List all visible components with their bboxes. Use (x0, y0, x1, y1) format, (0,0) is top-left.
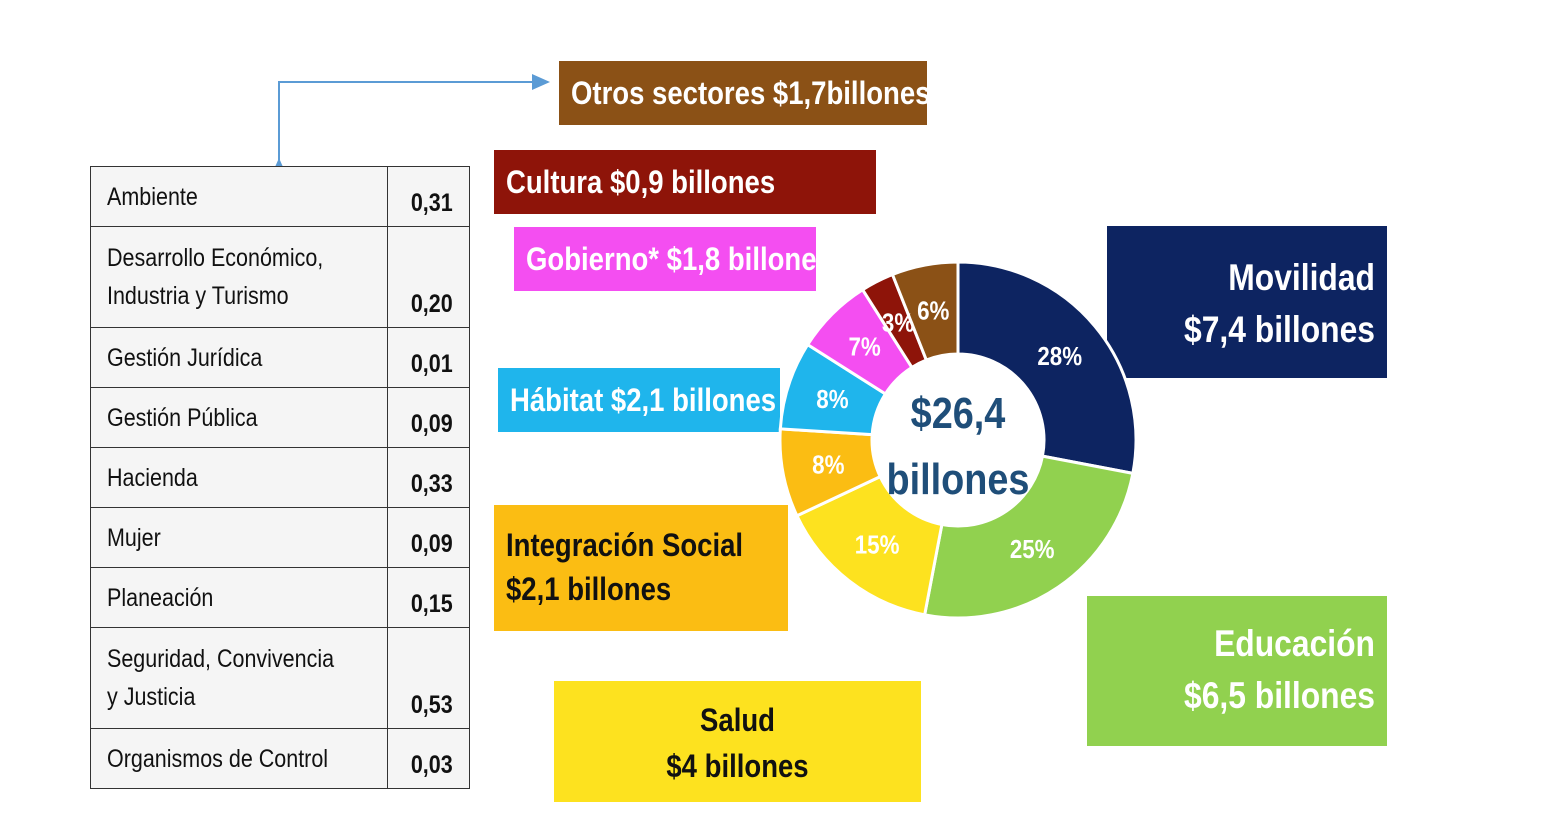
label-movilidad-amount: $7,4 billones (1183, 309, 1375, 350)
table-row: Gestión Jurídica 0,01 (89, 327, 470, 388)
donut-slice-otros-sectores (890, 260, 960, 362)
sector-value: 0,09 (410, 530, 453, 558)
sector-value: 0,31 (410, 189, 453, 217)
donut-slices (778, 260, 1138, 620)
sector-name: Hacienda (107, 463, 198, 492)
sector-name: Planeación (107, 583, 214, 612)
sector-value: 0,20 (410, 290, 453, 318)
percent-label: 7% (849, 333, 881, 362)
percent-label: 25% (1010, 536, 1055, 565)
label-gobierno: Gobierno* $1,8 billones (514, 227, 832, 291)
table-row: Ambiente 0,31 (89, 166, 470, 227)
sector-name: Ambiente (107, 182, 198, 211)
donut-percent-labels: 28%25%15%8%8%7%3% 6% (812, 297, 1082, 565)
label-integracion-name: Integración Social (506, 527, 744, 563)
label-habitat-text: Hábitat $2,1 billones (510, 381, 777, 418)
center-total-amount: $26,4 (911, 388, 1006, 437)
label-educacion-amount: $6,5 billones (1183, 675, 1375, 716)
sector-name-line-2: y Justicia (107, 683, 196, 711)
sector-value: 0,03 (410, 751, 453, 779)
percent-label: 3% (882, 309, 914, 338)
donut-slice-educación (922, 454, 1135, 620)
percent-label: 8% (812, 451, 844, 480)
sector-name-line-1: Desarrollo Económico, (107, 244, 324, 272)
sector-value: 0,01 (410, 350, 453, 378)
label-habitat: Hábitat $2,1 billones (498, 368, 780, 432)
sector-value: 0,09 (410, 410, 453, 438)
label-educacion-name: Educación (1214, 623, 1375, 664)
sector-value: 0,53 (410, 691, 453, 719)
table-row: Organismos de Control 0,03 (89, 728, 470, 789)
label-integracion-social: Integración Social $2,1 billones (494, 505, 788, 631)
sector-name: Gestión Jurídica (107, 343, 263, 372)
label-educacion: Educación $6,5 billones (1087, 596, 1387, 746)
label-movilidad-name: Movilidad (1228, 257, 1375, 298)
center-total-unit: billones (887, 454, 1030, 503)
sector-name: Mujer (107, 523, 161, 552)
sector-name: Gestión Pública (107, 403, 258, 432)
sector-name-line-2: Industria y Turismo (107, 282, 289, 310)
sector-name: Organismos de Control (107, 744, 329, 773)
sector-value: 0,33 (410, 470, 453, 498)
label-gobierno-text: Gobierno* $1,8 billones (526, 240, 832, 277)
label-otros-text: Otros sectores $1,7billones (571, 74, 931, 111)
label-otros-sectores: Otros sectores $1,7billones (559, 61, 931, 125)
label-salud-amount: $4 billones (666, 748, 809, 784)
donut-slice-movilidad (956, 260, 1138, 476)
label-integracion-amount: $2,1 billones (506, 571, 672, 607)
table-row: Desarrollo Económico, Industria y Turism… (89, 226, 470, 328)
table-row: Planeación 0,15 (89, 567, 470, 628)
label-salud-name: Salud (700, 702, 775, 738)
percent-label: 8% (816, 386, 848, 415)
budget-donut-chart: 28%25%15%8%8%7%3% 6% $26,4 billones (778, 260, 1138, 620)
sector-value: 0,15 (410, 590, 453, 618)
percent-label: 15% (855, 531, 900, 560)
label-cultura: Cultura $0,9 billones (494, 150, 876, 214)
percent-label: 28% (1037, 342, 1082, 371)
other-sectors-table: Ambiente 0,31 Desarrollo Económico, Indu… (89, 166, 470, 789)
table-row: Gestión Pública 0,09 (89, 387, 470, 448)
sector-name-line-1: Seguridad, Convivencia (107, 645, 335, 673)
percent-label: 6% (917, 297, 949, 326)
donut-slice-salud (794, 474, 944, 617)
table-row: Seguridad, Convivencia y Justicia 0,53 (89, 627, 470, 729)
table-row: Mujer 0,09 (89, 507, 470, 568)
label-movilidad: Movilidad $7,4 billones (1107, 226, 1387, 378)
label-salud: Salud $4 billones (554, 681, 921, 802)
table-row: Hacienda 0,33 (89, 447, 470, 508)
label-cultura-text: Cultura $0,9 billones (506, 163, 776, 200)
